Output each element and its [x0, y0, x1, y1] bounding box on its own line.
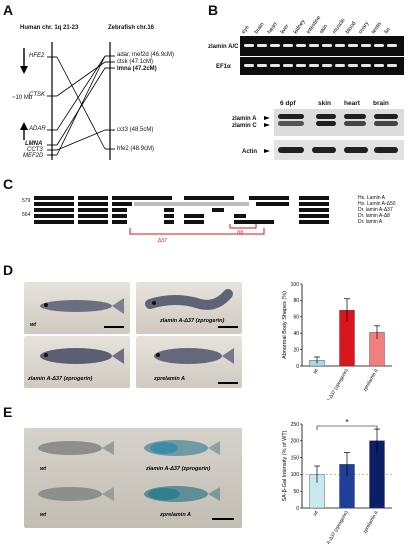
fish-label: zlamin A-Δ37 (zprogerin): [146, 466, 211, 472]
tissue-label: fin: [384, 27, 392, 35]
x-tick-label: wt: [312, 509, 320, 517]
wb-row-actin: Actin: [242, 149, 257, 155]
western-blot-lamin: [274, 109, 404, 136]
fish-label: zlamin A-Δ37 (zprogerin): [28, 376, 93, 382]
rtpcr-gel-lamin: [240, 36, 404, 56]
wb-col-brain: brain: [373, 100, 389, 107]
human-gene-cct3: CCT3: [27, 147, 43, 153]
alignment-legend-3: Dr. lamin A-Δ8: [358, 213, 390, 219]
fish-label: wt: [40, 512, 47, 518]
x-tick-label: wt: [312, 367, 320, 375]
synteny-lines: [20, 42, 115, 160]
row-label-ef1a: EF1α: [216, 64, 231, 70]
y-tick-label: 0: [296, 506, 299, 512]
human-gene-hfe2: HFE2: [29, 53, 45, 59]
alignment-legend-4: Dr. lamin A: [358, 219, 383, 225]
tissue-label: liver: [280, 23, 291, 35]
alignment-position-bottom: 564: [22, 212, 31, 218]
tissue-label: testis: [371, 21, 383, 35]
alignment-position-top: 579: [22, 198, 31, 204]
human-gene-ctsk: CTSK: [29, 92, 46, 98]
row-label-zlamin-ac: zlamin A/C: [208, 44, 239, 50]
y-axis-label: Abnormal Body Shapes (%): [282, 291, 288, 359]
y-tick-label: 150: [291, 455, 300, 461]
fish-photo-zprelamin: [136, 336, 242, 388]
y-tick-label: 50: [293, 489, 299, 495]
tissue-label: skin: [319, 24, 330, 35]
alignment-legend-0: Hs. Lamin A: [358, 195, 385, 201]
significance-bracket: [316, 425, 378, 430]
western-blot-actin: [274, 140, 404, 160]
fish-label: wt: [30, 322, 37, 328]
tissue-label: ovary: [358, 20, 371, 35]
x-tick-label: zlamin A-Δ37 (zprogerin): [318, 510, 350, 544]
panel-label-c: C: [3, 176, 14, 192]
panel-label-b: B: [208, 2, 219, 18]
tissue-label: brain: [254, 22, 266, 35]
y-tick-label: 200: [291, 439, 300, 445]
fish-label: wt: [40, 466, 47, 472]
wb-row-arrows: [264, 116, 270, 153]
human-gene-adar: ADAR: [29, 126, 46, 132]
scale-bar: [104, 326, 124, 328]
y-tick-label: 20: [293, 347, 299, 353]
y-axis-label: SA-β-Gal Intensity (% of WT): [282, 430, 288, 501]
wb-row-zlamin-a: zlamin A: [232, 116, 257, 122]
rtpcr-gel-ef1a: [240, 57, 404, 75]
fish-photo-wt: [24, 282, 130, 334]
y-tick-label: 60: [293, 315, 299, 321]
human-gene-mef2d: MEF2D: [23, 153, 44, 159]
wb-row-zlamin-c: zlamin C: [232, 123, 257, 129]
significance-star: *: [345, 418, 348, 427]
tissue-label: eye: [241, 24, 251, 35]
y-tick-label: 40: [293, 331, 299, 337]
fish-photo-zprogerin-2: [24, 336, 130, 388]
fish-label: zprelamin A: [160, 512, 191, 518]
alignment-legend-1: Hs. Lamin A-Δ50: [358, 201, 396, 207]
zebrafish-gene-hfe2: hfe2 (48.9cM): [117, 146, 155, 152]
y-tick-label: 250: [291, 422, 300, 428]
tissue-labels: eye brain heart liver kidney intestine s…: [241, 15, 392, 35]
y-tick-label: 100: [291, 282, 300, 288]
zebrafish-gene-lmna: lmna (47.2cM): [117, 66, 157, 72]
panel-label-a: A: [3, 2, 14, 18]
alignment-legend-2: Dr. lamin A-Δ37: [358, 207, 393, 213]
wb-col-6dpf: 6 dpf: [280, 100, 296, 107]
zebrafish-gene-ctsk: ctsk (47.1cM): [117, 59, 154, 65]
wb-col-heart: heart: [344, 100, 360, 107]
y-tick-label: 80: [293, 298, 299, 304]
x-tick-label: zlamin A-Δ37 (zprogerin): [318, 368, 350, 400]
y-tick-label: 100: [291, 472, 300, 478]
fish-photo-zprogerin: [136, 282, 242, 334]
bracket-label-delta8: Δ8: [237, 230, 244, 236]
zebrafish-gene-adar-mef2d: adar, mef2d (46.9cM): [117, 52, 175, 58]
panel-label-e: E: [3, 404, 13, 420]
bracket-label-delta37: Δ37: [158, 238, 167, 244]
tissue-label: blood: [345, 21, 358, 35]
fish-photo-grid-sa-bgal: [24, 428, 242, 528]
zebrafish-chromosome-title: Zebrafish chr.16: [108, 25, 155, 31]
scale-bar: [218, 326, 238, 328]
x-tick-label: zprelamin A: [362, 367, 380, 392]
tissue-label: heart: [267, 21, 279, 35]
x-tick-label: zprelamin A: [362, 509, 380, 534]
scale-bar: [212, 518, 234, 520]
wb-col-skin: skin: [318, 100, 332, 107]
y-tick-label: 0: [296, 364, 299, 370]
fish-label: zprelamin A: [154, 376, 185, 382]
scale-bar: [218, 382, 238, 384]
zebrafish-gene-cct3: cct3 (48.5cM): [117, 127, 154, 133]
panel-label-d: D: [3, 262, 14, 278]
tissue-label: kidney: [293, 18, 307, 35]
human-chromosome-title: Human chr. 1q 21-23: [20, 25, 79, 31]
sequence-alignment: [34, 196, 329, 235]
fish-label: zlamin A-Δ37 (zprogerin): [160, 318, 225, 324]
distance-label: ~10 Mb: [12, 95, 33, 101]
human-gene-lmna: LMNA: [25, 141, 43, 147]
